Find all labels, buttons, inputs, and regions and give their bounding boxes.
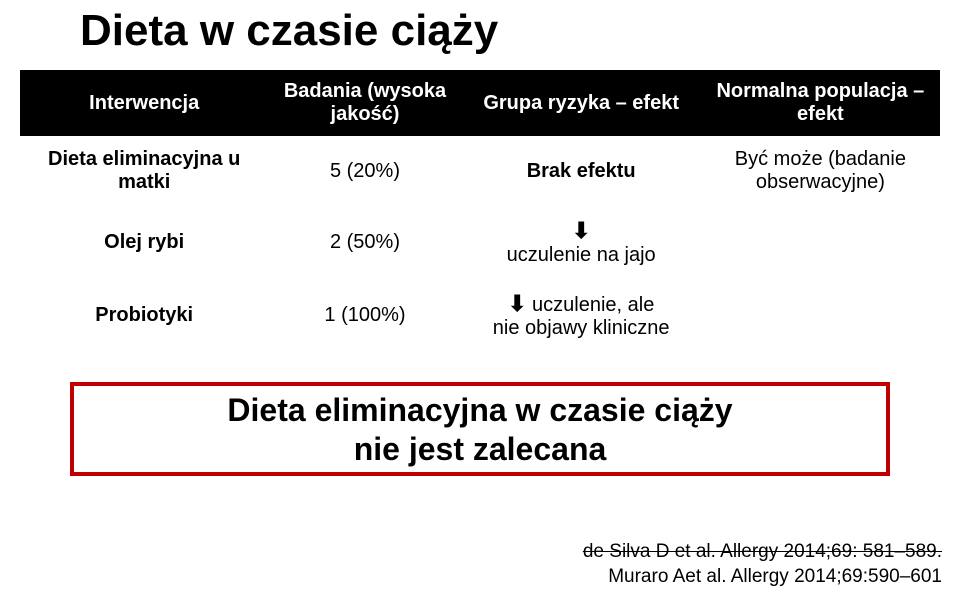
table-row: Olej rybi 2 (50%) ⬇ uczulenie na jajo <box>20 206 940 279</box>
citation: de Silva D et al. Allergy 2014;69: 581–5… <box>583 539 942 590</box>
cell-studies: 5 (20%) <box>268 136 461 206</box>
down-arrow-icon: ⬇ <box>508 291 526 316</box>
row-label: Dieta eliminacyjna u matki <box>20 136 268 206</box>
cell-normal: Być może (badanie obserwacyjne) <box>701 136 940 206</box>
citation-line1: de Silva D et al. Allergy 2014;69: 581–5… <box>583 539 942 565</box>
highlight-line2: nie jest zalecana <box>84 431 876 468</box>
risk-text-line2: nie objawy kliniczne <box>493 317 670 339</box>
cell-risk: ⬇ uczulenie na jajo <box>462 206 701 279</box>
cell-normal <box>701 206 940 279</box>
row-label: Probiotyki <box>20 279 268 352</box>
highlight-line1: Dieta eliminacyjna w czasie ciąży <box>84 392 876 429</box>
data-table: Interwencja Badania (wysoka jakość) Grup… <box>20 70 940 352</box>
col-normal-effect: Normalna populacja – efekt <box>701 70 940 136</box>
table-header-row: Interwencja Badania (wysoka jakość) Grup… <box>20 70 940 136</box>
col-studies: Badania (wysoka jakość) <box>268 70 461 136</box>
cell-risk: Brak efektu <box>462 136 701 206</box>
risk-text-line1: uczulenie, ale <box>526 294 654 316</box>
highlight-box: Dieta eliminacyjna w czasie ciąży nie je… <box>70 382 890 476</box>
table-row: Probiotyki 1 (100%) ⬇ uczulenie, ale nie… <box>20 279 940 352</box>
table-row: Dieta eliminacyjna u matki 5 (20%) Brak … <box>20 136 940 206</box>
slide: Dieta w czasie ciąży Interwencja Badania… <box>0 0 960 606</box>
cell-normal <box>701 279 940 352</box>
citation-line2: Muraro Aet al. Allergy 2014;69:590–601 <box>583 564 942 590</box>
risk-text: uczulenie na jajo <box>507 244 656 266</box>
page-title: Dieta w czasie ciąży <box>80 6 940 56</box>
col-intervention: Interwencja <box>20 70 268 136</box>
row-label: Olej rybi <box>20 206 268 279</box>
cell-risk: ⬇ uczulenie, ale nie objawy kliniczne <box>462 279 701 352</box>
down-arrow-icon: ⬇ <box>572 218 590 243</box>
col-risk-effect: Grupa ryzyka – efekt <box>462 70 701 136</box>
cell-studies: 1 (100%) <box>268 279 461 352</box>
cell-studies: 2 (50%) <box>268 206 461 279</box>
